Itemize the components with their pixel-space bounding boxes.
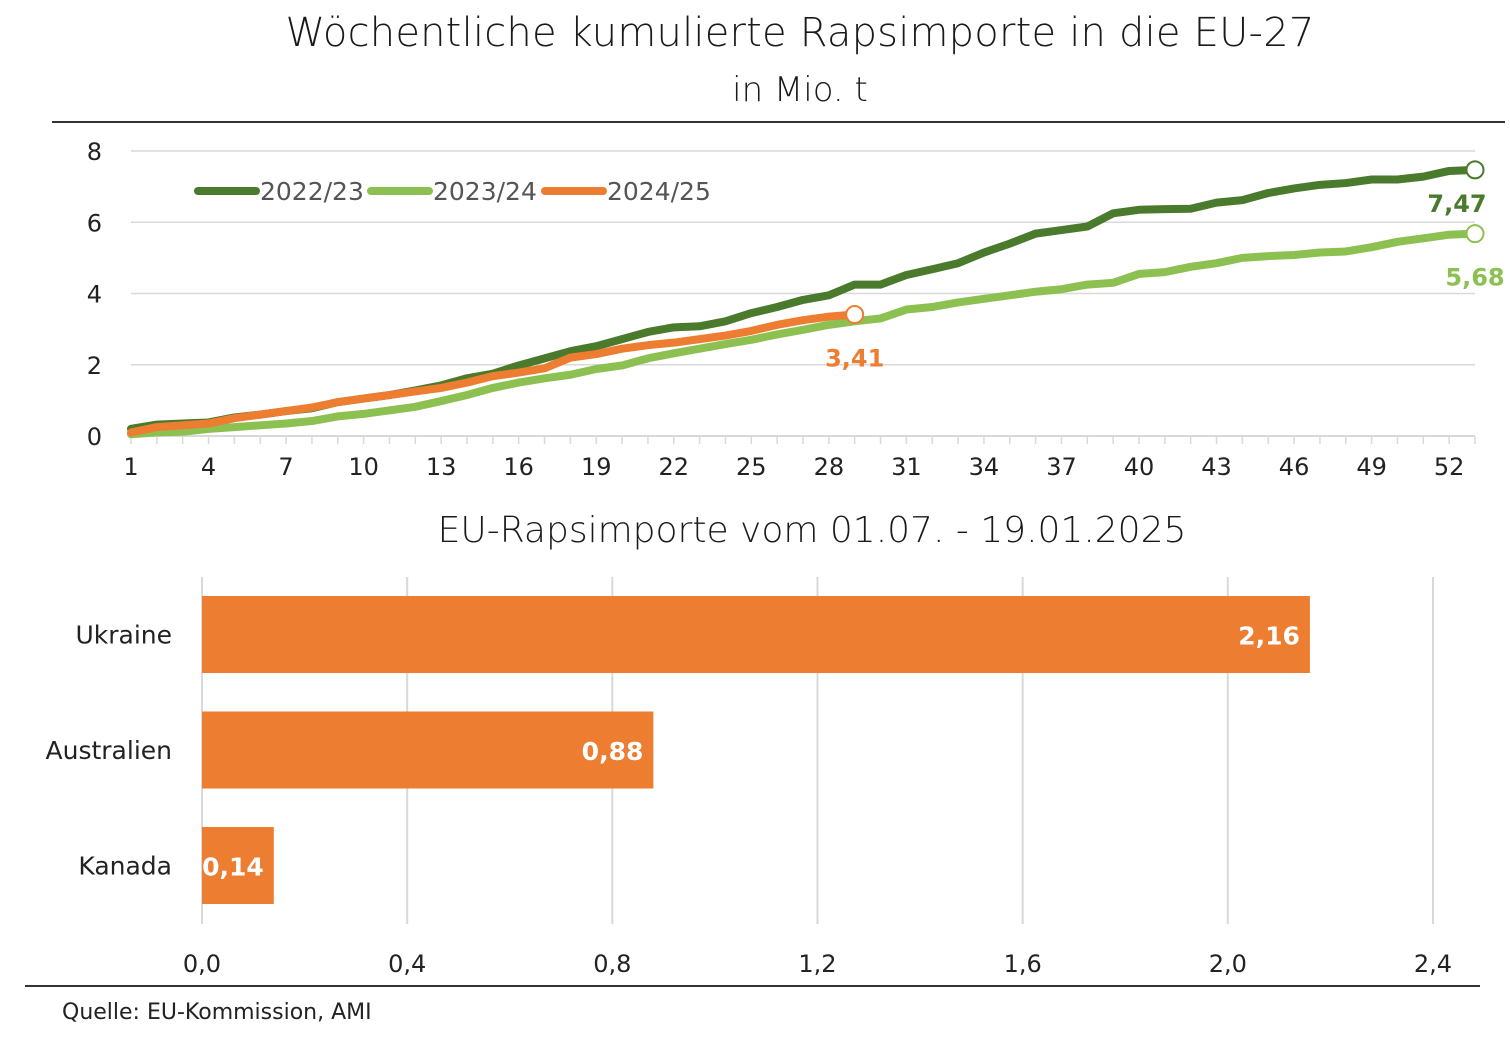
legend-label: 2022/23: [260, 177, 364, 206]
bar-category-label: Kanada: [78, 852, 172, 881]
x-tick-label: 4: [201, 453, 216, 481]
bar-x-tick-label: 0,0: [183, 950, 221, 978]
series-end-label: 7,47: [1427, 190, 1486, 218]
x-tick-label: 19: [581, 453, 612, 481]
legend-label: 2024/25: [607, 177, 711, 206]
x-tick-label: 49: [1356, 453, 1387, 481]
x-tick-label: 10: [348, 453, 379, 481]
chart-title: Wöchentliche kumulierte Rapsimporte in d…: [285, 10, 1315, 56]
x-tick-label: 28: [814, 453, 845, 481]
series-end-marker: [845, 305, 865, 325]
x-tick-label: 25: [736, 453, 767, 481]
x-tick-label: 31: [891, 453, 922, 481]
bar-category-label: Australien: [46, 736, 173, 765]
bar-x-tick-label: 2,0: [1209, 950, 1247, 978]
y-tick-label: 6: [87, 209, 102, 237]
bar-x-tick-label: 1,6: [1004, 950, 1042, 978]
y-tick-label: 4: [87, 281, 102, 309]
source-note: Quelle: EU-Kommission, AMI: [62, 1000, 372, 1025]
x-tick-label: 52: [1434, 453, 1465, 481]
bar-chart-axes: 0,0 0,4 0,8 1,2 1,6 2,0 2,4 Ukraine Australien Ka…: [46, 621, 1453, 979]
bar-category-label: Ukraine: [75, 621, 172, 650]
bar-kanada: [202, 827, 274, 904]
bar-value-label: 2,16: [1238, 622, 1300, 651]
x-tick-label: 34: [969, 453, 1000, 481]
x-tick-label: 37: [1046, 453, 1077, 481]
x-tick-label: 22: [658, 453, 689, 481]
x-tick-label: 7: [278, 453, 293, 481]
bar-chart-title: EU-Rapsimporte vom 01.07. - 19.01.2025: [437, 510, 1187, 551]
bottom-divider: [25, 985, 1480, 987]
x-tick-label: 40: [1124, 453, 1155, 481]
series-end-label: 5,68: [1445, 264, 1504, 292]
series-line-2024-25: [127, 310, 859, 437]
line-chart-legend: 2022/23 2023/24 2024/25: [194, 177, 711, 206]
bar-x-tick-label: 0,4: [388, 950, 426, 978]
x-tick-label: 16: [503, 453, 534, 481]
bar-x-tick-label: 2,4: [1414, 950, 1452, 978]
x-tick-label: 43: [1201, 453, 1232, 481]
y-tick-label: 2: [87, 352, 102, 380]
bar-ukraine: [202, 596, 1310, 673]
series-end-marker: [1465, 224, 1485, 244]
legend-label: 2023/24: [433, 177, 537, 206]
bar-x-tick-label: 0,8: [593, 950, 631, 978]
series-end-marker: [1465, 160, 1485, 180]
series-line-2023-24: [127, 229, 1479, 439]
bar-value-label: 0,88: [582, 737, 644, 766]
y-tick-label: 8: [87, 138, 102, 166]
series-end-label: 3,41: [825, 345, 884, 373]
top-divider: [52, 121, 1505, 123]
series-line-2022-23: [127, 165, 1479, 433]
x-tick-label: 13: [426, 453, 457, 481]
line-chart-series: 7,47 5,68 3,41: [127, 160, 1505, 439]
x-tick-label: 46: [1279, 453, 1310, 481]
line-chart-gridlines: [131, 150, 1475, 366]
y-tick-label: 0: [87, 423, 102, 451]
x-tick-label: 1: [123, 453, 138, 481]
bar-value-label: 0,14: [202, 853, 264, 882]
bar-x-tick-label: 1,2: [798, 950, 836, 978]
bar-chart-bars: 2,16 0,88 0,14: [202, 596, 1310, 904]
bar-australien: [202, 711, 654, 789]
chart-subtitle: in Mio. t: [732, 70, 868, 110]
